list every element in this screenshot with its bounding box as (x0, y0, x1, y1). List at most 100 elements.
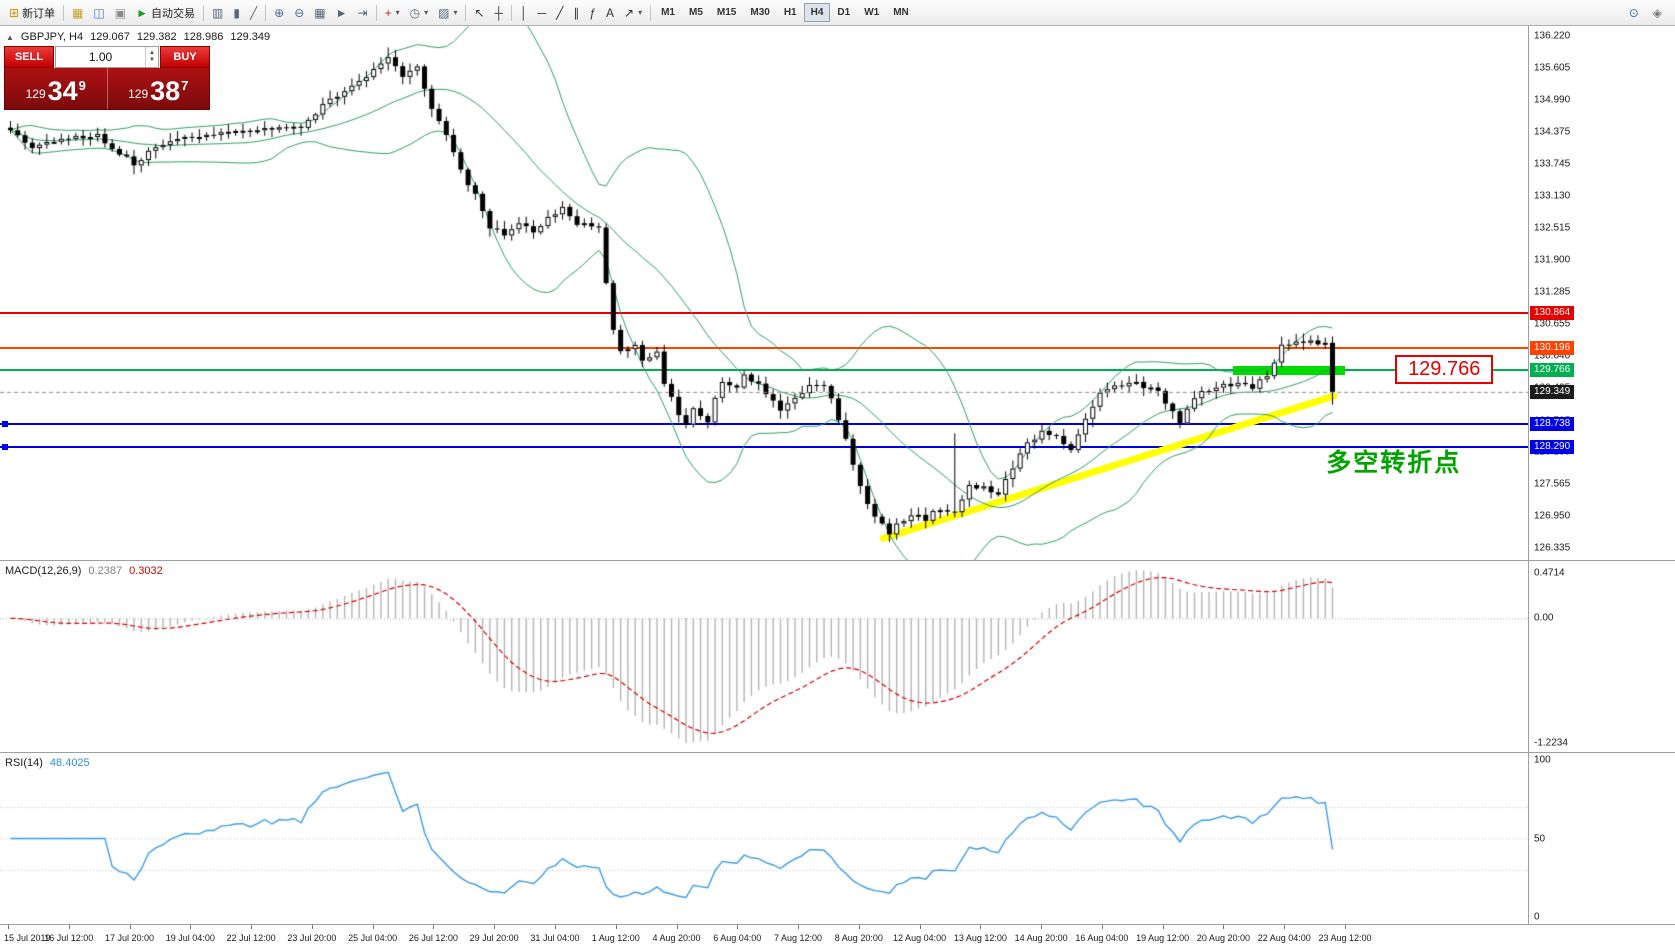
volume-decrease-icon[interactable]: ▼ (149, 57, 155, 63)
toolbar-separator (465, 4, 467, 21)
rsi-canvas[interactable] (0, 754, 1528, 925)
sell-price-pips: 34 (47, 76, 78, 106)
toolbar-separator (375, 4, 377, 21)
time-tick: 7 Aug 12:00 (774, 933, 823, 943)
timeframe-h4-button[interactable]: H4 (803, 3, 831, 22)
volume-increase-icon[interactable]: ▲ (149, 50, 155, 56)
timeframe-m30-button[interactable]: M30 (750, 7, 770, 18)
timeframe-m5-button[interactable]: M5 (689, 7, 703, 18)
time-tick: 31 Jul 04:00 (530, 933, 580, 943)
quick-nav-button[interactable]: ◈ (1648, 2, 1667, 24)
data-window-button[interactable]: ◫ (88, 2, 109, 24)
time-axis[interactable]: 15 Jul 2019 16 Jul 12:00 17 Jul 20:00 19 Ju… (0, 924, 1675, 950)
buy-price-display[interactable]: 129 38 7 (106, 68, 210, 109)
chart-shift-button[interactable]: ⇥ (353, 2, 373, 24)
timeframe-h1-button[interactable]: H1 (783, 7, 797, 18)
volume-field[interactable]: 1.00 ▲ ▼ (55, 46, 159, 68)
collapse-trade-panel-icon[interactable]: ▲ (6, 32, 14, 42)
autotrading-button[interactable]: ► 自动交易 (131, 2, 200, 24)
buy-button[interactable]: BUY (160, 46, 210, 68)
autotrading-button-label: 自动交易 (150, 7, 195, 20)
low-value: 128.986 (183, 31, 224, 43)
zoom-in-button[interactable]: ⊕ (269, 2, 289, 24)
trendline-button[interactable]: ╱ (551, 2, 568, 24)
timeframe-mn-button[interactable]: MN (893, 7, 909, 18)
new-order-button[interactable]: ⊞ 新订单 (4, 2, 60, 24)
data-window-icon: ◫ (93, 5, 105, 20)
toolbar-separator (511, 4, 513, 21)
toolbar-separator (265, 4, 267, 21)
terminal-button[interactable]: ▣ (110, 2, 131, 24)
rsi-tick: 100 (1534, 754, 1551, 766)
time-tick: 15 Jul 2019 (4, 933, 51, 943)
timeframe-w1-button[interactable]: W1 (864, 7, 880, 18)
fibonacci-button[interactable]: ƒ (584, 2, 601, 24)
cursor-icon: ↖ (474, 5, 485, 20)
market-watch-icon: ▦ (72, 5, 84, 20)
cursor-button[interactable]: ↖ (469, 2, 489, 24)
crosshair-button[interactable]: ┼ (490, 2, 509, 24)
periods-button[interactable]: ◷ ▾ (405, 2, 434, 24)
macd-main-value: 0.2387 (88, 565, 123, 577)
indicators-button[interactable]: + ▾ (380, 2, 405, 24)
sell-price-fraction: 9 (78, 78, 86, 93)
time-tick-mark (433, 925, 435, 929)
sell-price-display[interactable]: 129 34 9 (5, 68, 107, 109)
arrows-button[interactable]: ↗ ▾ (619, 2, 647, 24)
candlestick-chart-canvas[interactable] (0, 26, 1528, 560)
price-callout-box[interactable]: 129.766 (1395, 355, 1494, 385)
equidistant-channel-button[interactable]: ∥ (568, 2, 584, 24)
zoom-out-button[interactable]: ⊖ (289, 2, 309, 24)
price-tick: 130.040 (1534, 350, 1571, 362)
timeframe-m15-button[interactable]: M15 (716, 7, 737, 18)
rsi-axis[interactable]: 100 50 0 (1528, 753, 1675, 924)
text-icon: A (606, 5, 615, 20)
time-tick: 26 Jul 12:00 (408, 933, 458, 943)
high-value: 129.382 (136, 31, 177, 43)
support-line-128738-axis-label: 128.738 (1530, 416, 1575, 431)
toolbar-right-icons: ⊙ ◈ (1624, 2, 1671, 24)
market-watch-button[interactable]: ▦ (67, 2, 88, 24)
bars-chart-button[interactable]: ▥ (207, 2, 228, 24)
terminal-icon: ▣ (114, 5, 127, 20)
timeframe-m1-button[interactable]: M1 (661, 7, 675, 18)
time-tick-mark (1223, 925, 1225, 929)
auto-scroll-button[interactable]: ► (331, 2, 353, 24)
timeframe-d1-button[interactable]: D1 (837, 7, 851, 18)
tile-windows-button[interactable]: ▦ (309, 2, 330, 24)
price-tick: 134.375 (1534, 126, 1571, 138)
time-tick: 22 Aug 04:00 (1257, 933, 1311, 943)
time-tick-mark (68, 925, 70, 929)
turning-point-text-label[interactable]: 多空转折点 (1326, 449, 1462, 478)
time-tick: 19 Jul 04:00 (165, 933, 215, 943)
templates-button[interactable]: ▨ ▾ (433, 2, 462, 24)
price-tick: 131.900 (1534, 254, 1571, 266)
indicators-icon: + (384, 5, 392, 20)
open-value: 129.067 (90, 31, 130, 43)
horizontal-line-button[interactable]: ─ (533, 2, 552, 24)
time-tick: 17 Jul 20:00 (105, 933, 155, 943)
dropdown-caret-icon: ▾ (395, 8, 400, 17)
time-tick-mark (372, 925, 374, 929)
time-tick: 29 Jul 20:00 (469, 933, 519, 943)
candles-chart-button[interactable]: ▮ (228, 2, 245, 24)
autotrading-icon: ► (136, 5, 148, 20)
search-button[interactable]: ⊙ (1624, 2, 1644, 24)
time-tick-mark (615, 925, 617, 929)
vertical-line-button[interactable]: │ (515, 2, 533, 24)
line-chart-button[interactable]: ╱ (245, 2, 262, 24)
time-tick-mark (1101, 925, 1103, 929)
templates-icon: ▨ (438, 5, 450, 20)
quick-nav-icon: ◈ (1652, 5, 1662, 20)
macd-axis[interactable]: 0.4714 0.00 -1.2234 (1528, 561, 1675, 752)
text-button[interactable]: A (601, 2, 619, 24)
sell-button[interactable]: SELL (4, 46, 54, 68)
time-tick: 16 Aug 04:00 (1075, 933, 1129, 943)
search-icon: ⊙ (1628, 5, 1639, 20)
buy-price-fraction: 7 (181, 78, 189, 93)
line-chart-icon: ╱ (249, 5, 258, 20)
time-tick-mark (311, 925, 313, 929)
macd-panel: 0.4714 0.00 -1.2234 MACD(12,26,9) 0.2387 0… (0, 560, 1675, 753)
macd-canvas[interactable] (0, 562, 1528, 753)
price-axis[interactable]: 136.220 135.605 134.990 134.375 133.745 133.1… (1528, 26, 1675, 560)
